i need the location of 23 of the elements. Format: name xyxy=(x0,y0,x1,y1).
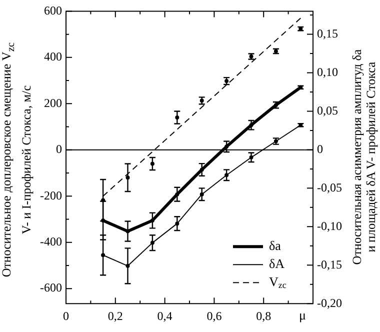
x-tick-label: 0,2 xyxy=(108,308,123,323)
x-tick-label: 0,6 xyxy=(206,308,222,323)
y-tick-label: 400 xyxy=(44,50,62,64)
y-tick-label: -600 xyxy=(40,280,62,295)
y2-tick-label: -0,05 xyxy=(317,180,342,194)
y2-tick-label: -0,15 xyxy=(317,257,342,272)
x-tick-label: 0,4 xyxy=(157,308,172,323)
y2-tick-label: 0,15 xyxy=(317,26,338,40)
y-tick-label: 600 xyxy=(44,3,62,18)
y-tick-label: 200 xyxy=(44,96,62,110)
y2-axis-title: Относительная асимметрия амплитуд δa и площадей δA V- профилей Стокса xyxy=(350,48,378,268)
legend-label: δA xyxy=(269,256,286,272)
y2-tick-label: -0,10 xyxy=(317,218,342,233)
y-tick-label: -200 xyxy=(40,188,62,202)
x-axis-title: μ xyxy=(299,308,306,323)
y2-tick-label: 0 xyxy=(317,142,324,156)
y2-tick-label: 0,05 xyxy=(317,103,338,118)
y2-tick-label: -0,20 xyxy=(317,296,342,310)
legend-label: δa xyxy=(269,238,282,254)
y-tick-label: 0 xyxy=(56,142,62,156)
y-tick-label: -400 xyxy=(40,234,62,249)
x-tick-label: 0,8 xyxy=(256,308,272,323)
y2-tick-label: 0,10 xyxy=(317,64,338,79)
